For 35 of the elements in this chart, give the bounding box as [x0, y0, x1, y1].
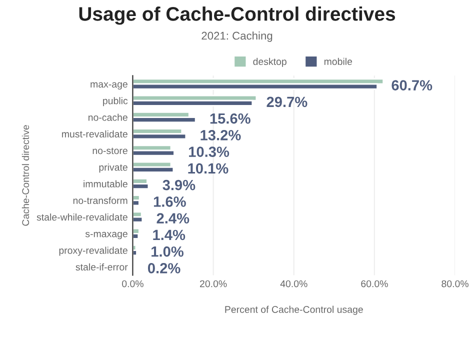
- x-tick-label: 20.0%: [200, 280, 227, 288]
- y-tick-label: no-cache: [88, 114, 128, 121]
- data-label: 15.6%: [210, 113, 250, 124]
- y-axis-title: Cache-Control directive: [22, 125, 30, 226]
- x-tick-label: 40.0%: [280, 280, 308, 288]
- x-tick-label: 0.0%: [122, 280, 144, 288]
- legend-label: desktop: [253, 58, 286, 67]
- y-tick-label: private: [99, 164, 128, 173]
- y-tick-label: stale-while-revalidate: [36, 213, 128, 221]
- data-label: 0.2%: [148, 263, 180, 274]
- chart-title: Usage of Cache-Control directives: [79, 6, 396, 25]
- x-tick-label: 80.0%: [442, 280, 468, 288]
- y-tick-label: proxy-revalidate: [59, 246, 128, 256]
- y-tick-label: must-revalidate: [62, 130, 128, 138]
- legend-label: mobile: [324, 58, 352, 66]
- y-tick-label: no-store: [92, 148, 128, 154]
- y-tick-label: immutable: [84, 180, 128, 188]
- y-tick-label: stale-if-error: [76, 263, 128, 271]
- data-label: 1.4%: [153, 230, 186, 240]
- chart-subtitle: 2021: Caching: [202, 32, 272, 42]
- data-label: 1.6%: [154, 196, 186, 207]
- data-label: 29.7%: [266, 96, 308, 108]
- x-axis-title: Percent of Cache-Control usage: [225, 306, 363, 315]
- data-label: 10.3%: [189, 146, 230, 157]
- data-label: 60.7%: [392, 80, 432, 90]
- data-label: 1.0%: [152, 246, 184, 257]
- data-label: 2.4%: [156, 213, 190, 224]
- y-tick-label: public: [103, 97, 128, 106]
- data-label: 13.2%: [200, 130, 241, 140]
- data-label: 3.9%: [162, 180, 196, 190]
- y-tick-label: max-age: [90, 82, 128, 90]
- y-tick-label: no-transform: [73, 196, 128, 204]
- x-tick-label: 60.0%: [361, 280, 388, 288]
- y-tick-label: s-maxage: [85, 232, 128, 240]
- data-label: 10.1%: [188, 163, 228, 174]
